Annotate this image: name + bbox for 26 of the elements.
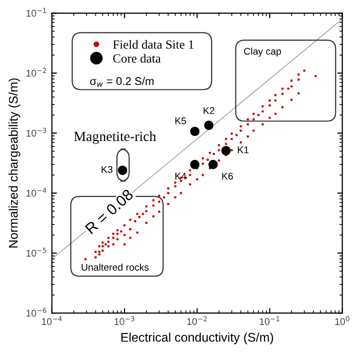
y-tick-label: 10$^{−4}$ bbox=[26, 188, 46, 197]
annotation: K4 bbox=[175, 172, 186, 180]
x-tick-label: 10$^{−1}$ bbox=[260, 316, 280, 326]
annotation: Unaltered rocks bbox=[82, 264, 149, 271]
annotation: K6 bbox=[222, 172, 233, 180]
annotation: K5 bbox=[175, 117, 186, 124]
annotation: R = 0.08 bbox=[84, 188, 134, 234]
x-axis-title: Electrical conductivity (S/m) bbox=[121, 332, 274, 344]
annotation: σ$_{w}$ = 0.2 S/m bbox=[90, 76, 154, 87]
y-axis-title: Normalized chargeability (S/m) bbox=[8, 78, 20, 248]
legend-label: Field data Site 1 bbox=[113, 40, 194, 49]
y-tick-label: 10$^{−5}$ bbox=[26, 248, 46, 257]
y-tick-label: 10$^{−3}$ bbox=[26, 128, 46, 137]
annotation: K1 bbox=[238, 146, 249, 154]
x-tick-label: 10$^{−2}$ bbox=[187, 316, 207, 326]
y-tick-label: 10$^{−6}$ bbox=[26, 308, 46, 317]
y-tick-label: 10$^{−2}$ bbox=[26, 68, 46, 77]
annotation: Clay cap bbox=[244, 48, 281, 57]
annotation: Magnetite-rich bbox=[74, 131, 156, 144]
y-tick-label: 10$^{−1}$ bbox=[26, 8, 46, 17]
x-tick-label: 10$^{−3}$ bbox=[114, 316, 134, 326]
annotation: K2 bbox=[204, 107, 214, 114]
annotation: K3 bbox=[102, 166, 112, 173]
legend-label: Core data bbox=[113, 54, 161, 63]
x-tick-label: 10$^{0}$ bbox=[335, 316, 350, 326]
x-tick-label: 10$^{−4}$ bbox=[42, 316, 62, 326]
